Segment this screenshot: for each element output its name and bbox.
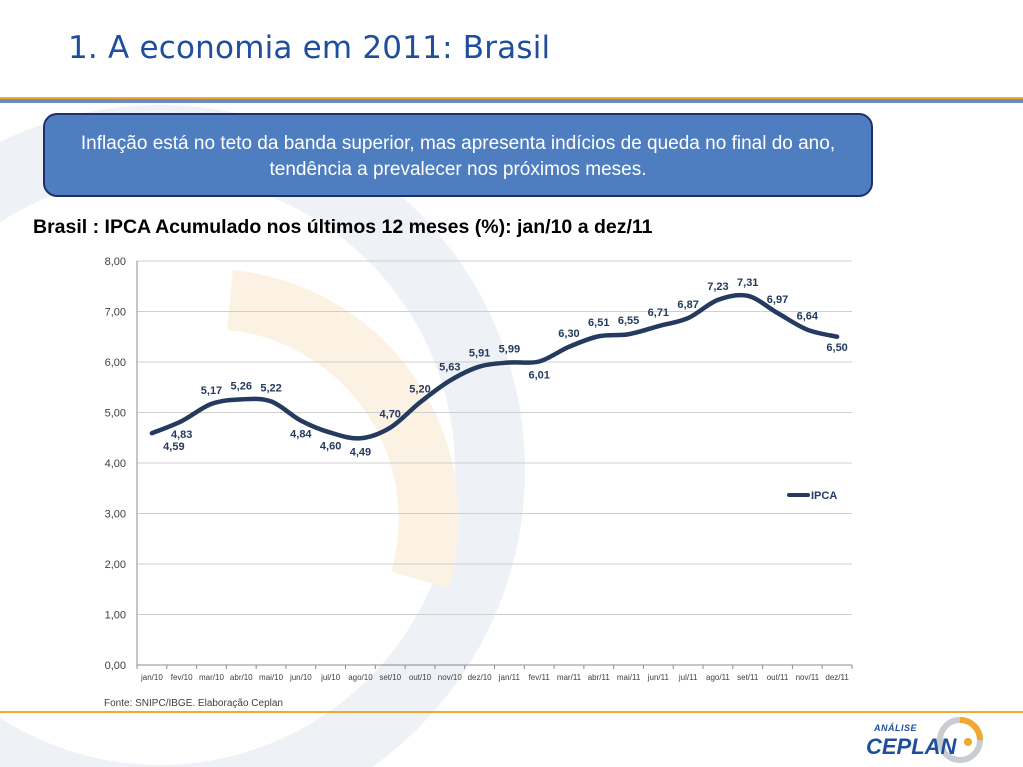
logo-subtitle: ANÁLISE (874, 723, 918, 733)
data-label: 6,87 (677, 299, 698, 311)
logo-wordmark: CEPLAN (866, 734, 957, 759)
x-tick-label: out/11 (767, 673, 789, 682)
legend-label: IPCA (811, 490, 837, 502)
y-tick-label: 8,00 (105, 256, 126, 268)
data-label: 6,51 (588, 317, 609, 329)
y-tick-label: 7,00 (105, 307, 126, 319)
x-tick-label: dez/10 (468, 673, 493, 682)
data-label: 5,63 (439, 362, 460, 374)
x-tick-label: mai/10 (259, 673, 284, 682)
y-tick-label: 4,00 (105, 458, 126, 470)
x-tick-label: jun/10 (289, 673, 312, 682)
source-note: Fonte: SNIPC/IBGE. Elaboração Ceplan (104, 698, 283, 709)
x-tick-label: fev/11 (529, 673, 551, 682)
x-tick-label: ago/11 (706, 673, 730, 682)
data-label: 4,49 (350, 446, 371, 458)
x-tick-label: nov/10 (438, 673, 463, 682)
x-tick-label: set/11 (737, 673, 759, 682)
data-label: 5,99 (499, 344, 520, 356)
data-label: 6,50 (826, 342, 847, 354)
data-label: 6,97 (767, 294, 788, 306)
ipca-line-chart: 0,00 1,00 2,00 3,00 4,00 5,00 6,00 7,00 8,00 jan/… (105, 256, 853, 682)
data-label: 5,17 (201, 385, 222, 397)
x-tick-label: nov/11 (796, 673, 820, 682)
x-tick-label: jan/11 (498, 673, 521, 682)
data-label: 4,84 (290, 429, 312, 441)
x-tick-label: abr/11 (588, 673, 611, 682)
y-tick-label: 1,00 (105, 610, 126, 622)
data-label: 5,20 (409, 383, 430, 395)
x-tick-label: jul/10 (320, 673, 341, 682)
y-tick-label: 0,00 (105, 660, 126, 672)
data-label: 5,91 (469, 348, 490, 360)
data-label: 6,71 (648, 307, 669, 319)
series-line-ipca (149, 292, 840, 441)
data-label: 5,26 (231, 380, 252, 392)
y-tick-label: 5,00 (105, 408, 126, 420)
y-tick-label: 2,00 (105, 559, 126, 571)
x-tick-label: mar/11 (557, 673, 582, 682)
data-label: 6,64 (797, 311, 819, 323)
chart-heading: Brasil : IPCA Acumulado nos últimos 12 m… (33, 216, 653, 238)
x-tick-label: dez/11 (825, 673, 849, 682)
data-label: 6,01 (528, 369, 549, 381)
x-tick-label: out/10 (409, 673, 432, 682)
x-tick-label: jun/11 (647, 673, 670, 682)
data-label: 7,31 (737, 277, 758, 289)
footer-divider (0, 711, 1023, 713)
data-label: 4,60 (320, 441, 341, 453)
x-tick-label: mai/11 (617, 673, 641, 682)
data-label: 6,30 (558, 328, 579, 340)
x-tick-label: set/10 (379, 673, 401, 682)
page-title: 1. A economia em 2011: Brasil (68, 30, 551, 66)
y-tick-label: 3,00 (105, 509, 126, 521)
y-tick-label: 6,00 (105, 357, 126, 369)
x-tick-label: mar/10 (199, 673, 224, 682)
x-tick-label: jul/11 (678, 673, 698, 682)
data-label: 5,22 (260, 382, 281, 394)
x-tick-label: fev/10 (171, 673, 193, 682)
data-label: 4,59 (163, 441, 184, 453)
x-tick-label: jan/10 (140, 673, 163, 682)
callout-box: Inflação está no teto da banda superior,… (43, 113, 873, 197)
data-label: 6,55 (618, 315, 639, 327)
ceplan-logo-mark (937, 717, 983, 763)
header-divider (0, 97, 1023, 103)
data-label: 4,83 (171, 429, 192, 441)
data-label: 7,23 (707, 281, 728, 293)
x-tick-label: abr/10 (230, 673, 253, 682)
x-tick-label: ago/10 (348, 673, 373, 682)
data-label: 4,70 (380, 409, 401, 421)
